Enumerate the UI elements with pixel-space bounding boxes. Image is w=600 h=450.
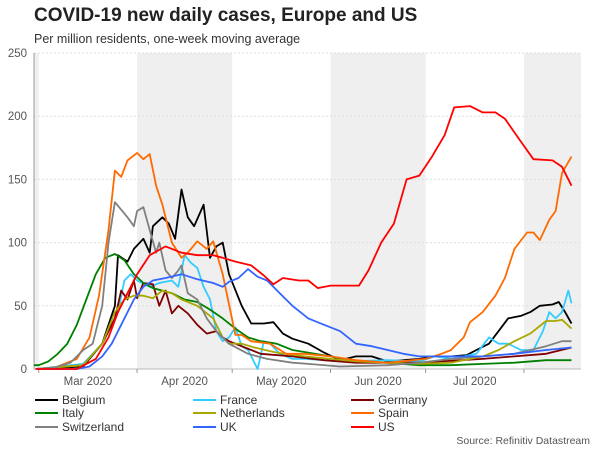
y-tick-label: 0 <box>21 364 27 376</box>
series-line-uk <box>35 268 572 370</box>
series-line-italy <box>34 253 572 367</box>
series-line-us <box>35 105 573 370</box>
shaded-month-band <box>34 53 39 369</box>
x-tick-label: Jun 2020 <box>354 376 401 388</box>
series-line-switzerland <box>35 201 572 370</box>
legend-label-italy: Italy <box>62 406 84 420</box>
y-tick-label: 100 <box>8 238 27 250</box>
y-tick-label: 250 <box>8 48 27 60</box>
chart-subtitle: Per million residents, one-week moving a… <box>34 32 301 46</box>
y-tick-label: 50 <box>14 301 27 313</box>
legend-label-netherlands: Netherlands <box>220 406 285 420</box>
series-line-spain <box>35 152 573 370</box>
x-tick-label: May 2020 <box>256 376 307 388</box>
legend-label-belgium: Belgium <box>62 393 105 407</box>
legend-label-spain: Spain <box>378 406 409 420</box>
chart-title: COVID-19 new daily cases, Europe and US <box>34 5 418 26</box>
y-tick-label: 200 <box>8 111 27 123</box>
shaded-month-band <box>330 53 426 369</box>
shaded-month-band <box>137 53 233 369</box>
x-tick-label: Jul 2020 <box>453 376 496 388</box>
x-tick-label: Mar 2020 <box>64 376 113 388</box>
y-tick-label: 150 <box>8 174 27 186</box>
legend-label-us: US <box>378 420 395 434</box>
series-line-france <box>35 254 573 370</box>
legend-label-switzerland: Switzerland <box>62 420 124 434</box>
legend-label-germany: Germany <box>378 393 427 407</box>
x-tick-label: Apr 2020 <box>161 376 208 388</box>
source-note: Source: Refinitiv Datastream <box>456 435 590 447</box>
legend-label-france: France <box>220 393 258 407</box>
series-line-belgium <box>35 188 573 370</box>
series-line-netherlands <box>35 289 573 370</box>
legend-label-uk: UK <box>220 420 237 434</box>
